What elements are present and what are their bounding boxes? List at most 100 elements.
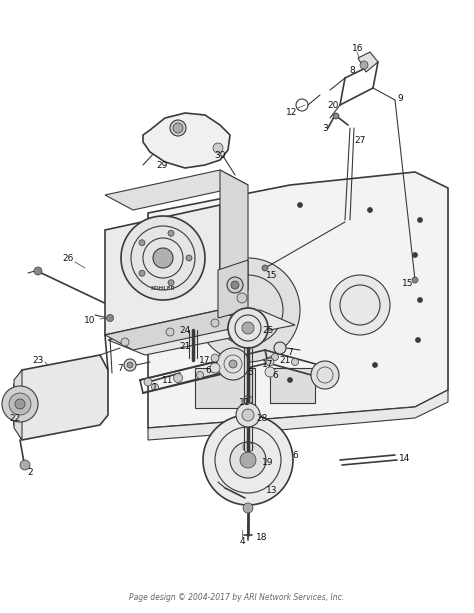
Text: 29: 29 <box>156 161 168 170</box>
Text: 24: 24 <box>179 326 191 335</box>
Text: 22: 22 <box>9 414 21 422</box>
Polygon shape <box>108 310 295 355</box>
Text: 5: 5 <box>247 368 253 376</box>
Circle shape <box>416 338 420 343</box>
Text: 20: 20 <box>328 101 339 110</box>
Text: 26: 26 <box>62 254 73 262</box>
Text: 16: 16 <box>352 44 364 53</box>
Circle shape <box>121 216 205 300</box>
Circle shape <box>34 267 42 275</box>
Polygon shape <box>143 113 230 168</box>
Text: 11: 11 <box>239 397 251 406</box>
Polygon shape <box>148 390 448 440</box>
Circle shape <box>243 442 253 452</box>
Circle shape <box>333 113 339 119</box>
Circle shape <box>311 361 339 389</box>
Circle shape <box>274 342 286 354</box>
Text: 21: 21 <box>179 341 191 351</box>
Circle shape <box>243 503 253 513</box>
Circle shape <box>127 362 133 368</box>
Text: 23: 23 <box>32 356 44 365</box>
Circle shape <box>168 230 174 236</box>
Text: 27: 27 <box>354 135 365 145</box>
Text: 9: 9 <box>397 94 403 102</box>
Circle shape <box>203 415 293 505</box>
Polygon shape <box>105 205 220 335</box>
Circle shape <box>139 240 145 246</box>
Text: 2: 2 <box>27 468 33 476</box>
Circle shape <box>139 270 145 276</box>
Circle shape <box>228 308 268 348</box>
Circle shape <box>373 362 377 368</box>
Text: 25: 25 <box>262 326 273 335</box>
Circle shape <box>173 123 183 133</box>
Polygon shape <box>14 355 108 440</box>
Circle shape <box>240 452 256 468</box>
Text: 30: 30 <box>214 151 226 159</box>
Circle shape <box>197 371 203 378</box>
Circle shape <box>213 143 223 153</box>
Circle shape <box>242 322 254 334</box>
Circle shape <box>236 403 260 427</box>
Circle shape <box>292 359 299 365</box>
Text: 11: 11 <box>162 376 174 384</box>
Circle shape <box>107 314 113 321</box>
Polygon shape <box>218 260 248 318</box>
Circle shape <box>412 277 418 283</box>
Circle shape <box>298 202 302 207</box>
Text: 6: 6 <box>205 365 211 375</box>
Circle shape <box>272 354 279 360</box>
Circle shape <box>262 265 268 271</box>
Circle shape <box>242 409 254 421</box>
Circle shape <box>360 61 368 69</box>
Bar <box>270 368 315 403</box>
Circle shape <box>20 460 30 470</box>
Circle shape <box>173 373 182 383</box>
Circle shape <box>211 319 219 327</box>
Circle shape <box>166 328 174 336</box>
Circle shape <box>121 338 129 346</box>
Circle shape <box>418 297 422 302</box>
Circle shape <box>217 348 249 380</box>
Circle shape <box>330 275 390 335</box>
Text: 21: 21 <box>279 356 291 365</box>
Circle shape <box>229 360 237 368</box>
Text: 15: 15 <box>402 278 414 287</box>
Text: 15: 15 <box>266 270 278 280</box>
Text: KOHLER: KOHLER <box>151 286 175 291</box>
Text: 18: 18 <box>256 533 268 541</box>
Bar <box>195 368 255 408</box>
Text: 4: 4 <box>239 538 245 547</box>
Text: 10: 10 <box>84 316 96 324</box>
Text: 7: 7 <box>117 364 123 373</box>
Circle shape <box>9 393 31 415</box>
Circle shape <box>367 207 373 213</box>
Circle shape <box>237 293 247 303</box>
Circle shape <box>2 386 38 422</box>
Text: 17: 17 <box>199 356 211 365</box>
Circle shape <box>328 373 332 378</box>
Text: 3: 3 <box>322 123 328 132</box>
Circle shape <box>152 384 158 390</box>
Circle shape <box>186 255 192 261</box>
Text: 28: 28 <box>256 414 268 422</box>
Circle shape <box>266 358 274 366</box>
Circle shape <box>231 281 239 289</box>
Circle shape <box>265 367 275 377</box>
Text: 19: 19 <box>262 457 274 466</box>
Text: 12: 12 <box>286 107 298 116</box>
Circle shape <box>244 395 253 405</box>
Text: 6: 6 <box>272 370 278 379</box>
Circle shape <box>170 120 186 136</box>
Circle shape <box>124 359 136 371</box>
Circle shape <box>198 318 202 322</box>
Circle shape <box>418 218 422 223</box>
Polygon shape <box>148 172 448 428</box>
Circle shape <box>15 399 25 409</box>
Circle shape <box>230 442 266 478</box>
Text: 8: 8 <box>349 66 355 75</box>
Text: 14: 14 <box>399 454 410 462</box>
Polygon shape <box>105 310 248 350</box>
Text: 6: 6 <box>292 451 298 460</box>
Text: Page design © 2004-2017 by ARI Network Services, Inc.: Page design © 2004-2017 by ARI Network S… <box>129 593 345 603</box>
